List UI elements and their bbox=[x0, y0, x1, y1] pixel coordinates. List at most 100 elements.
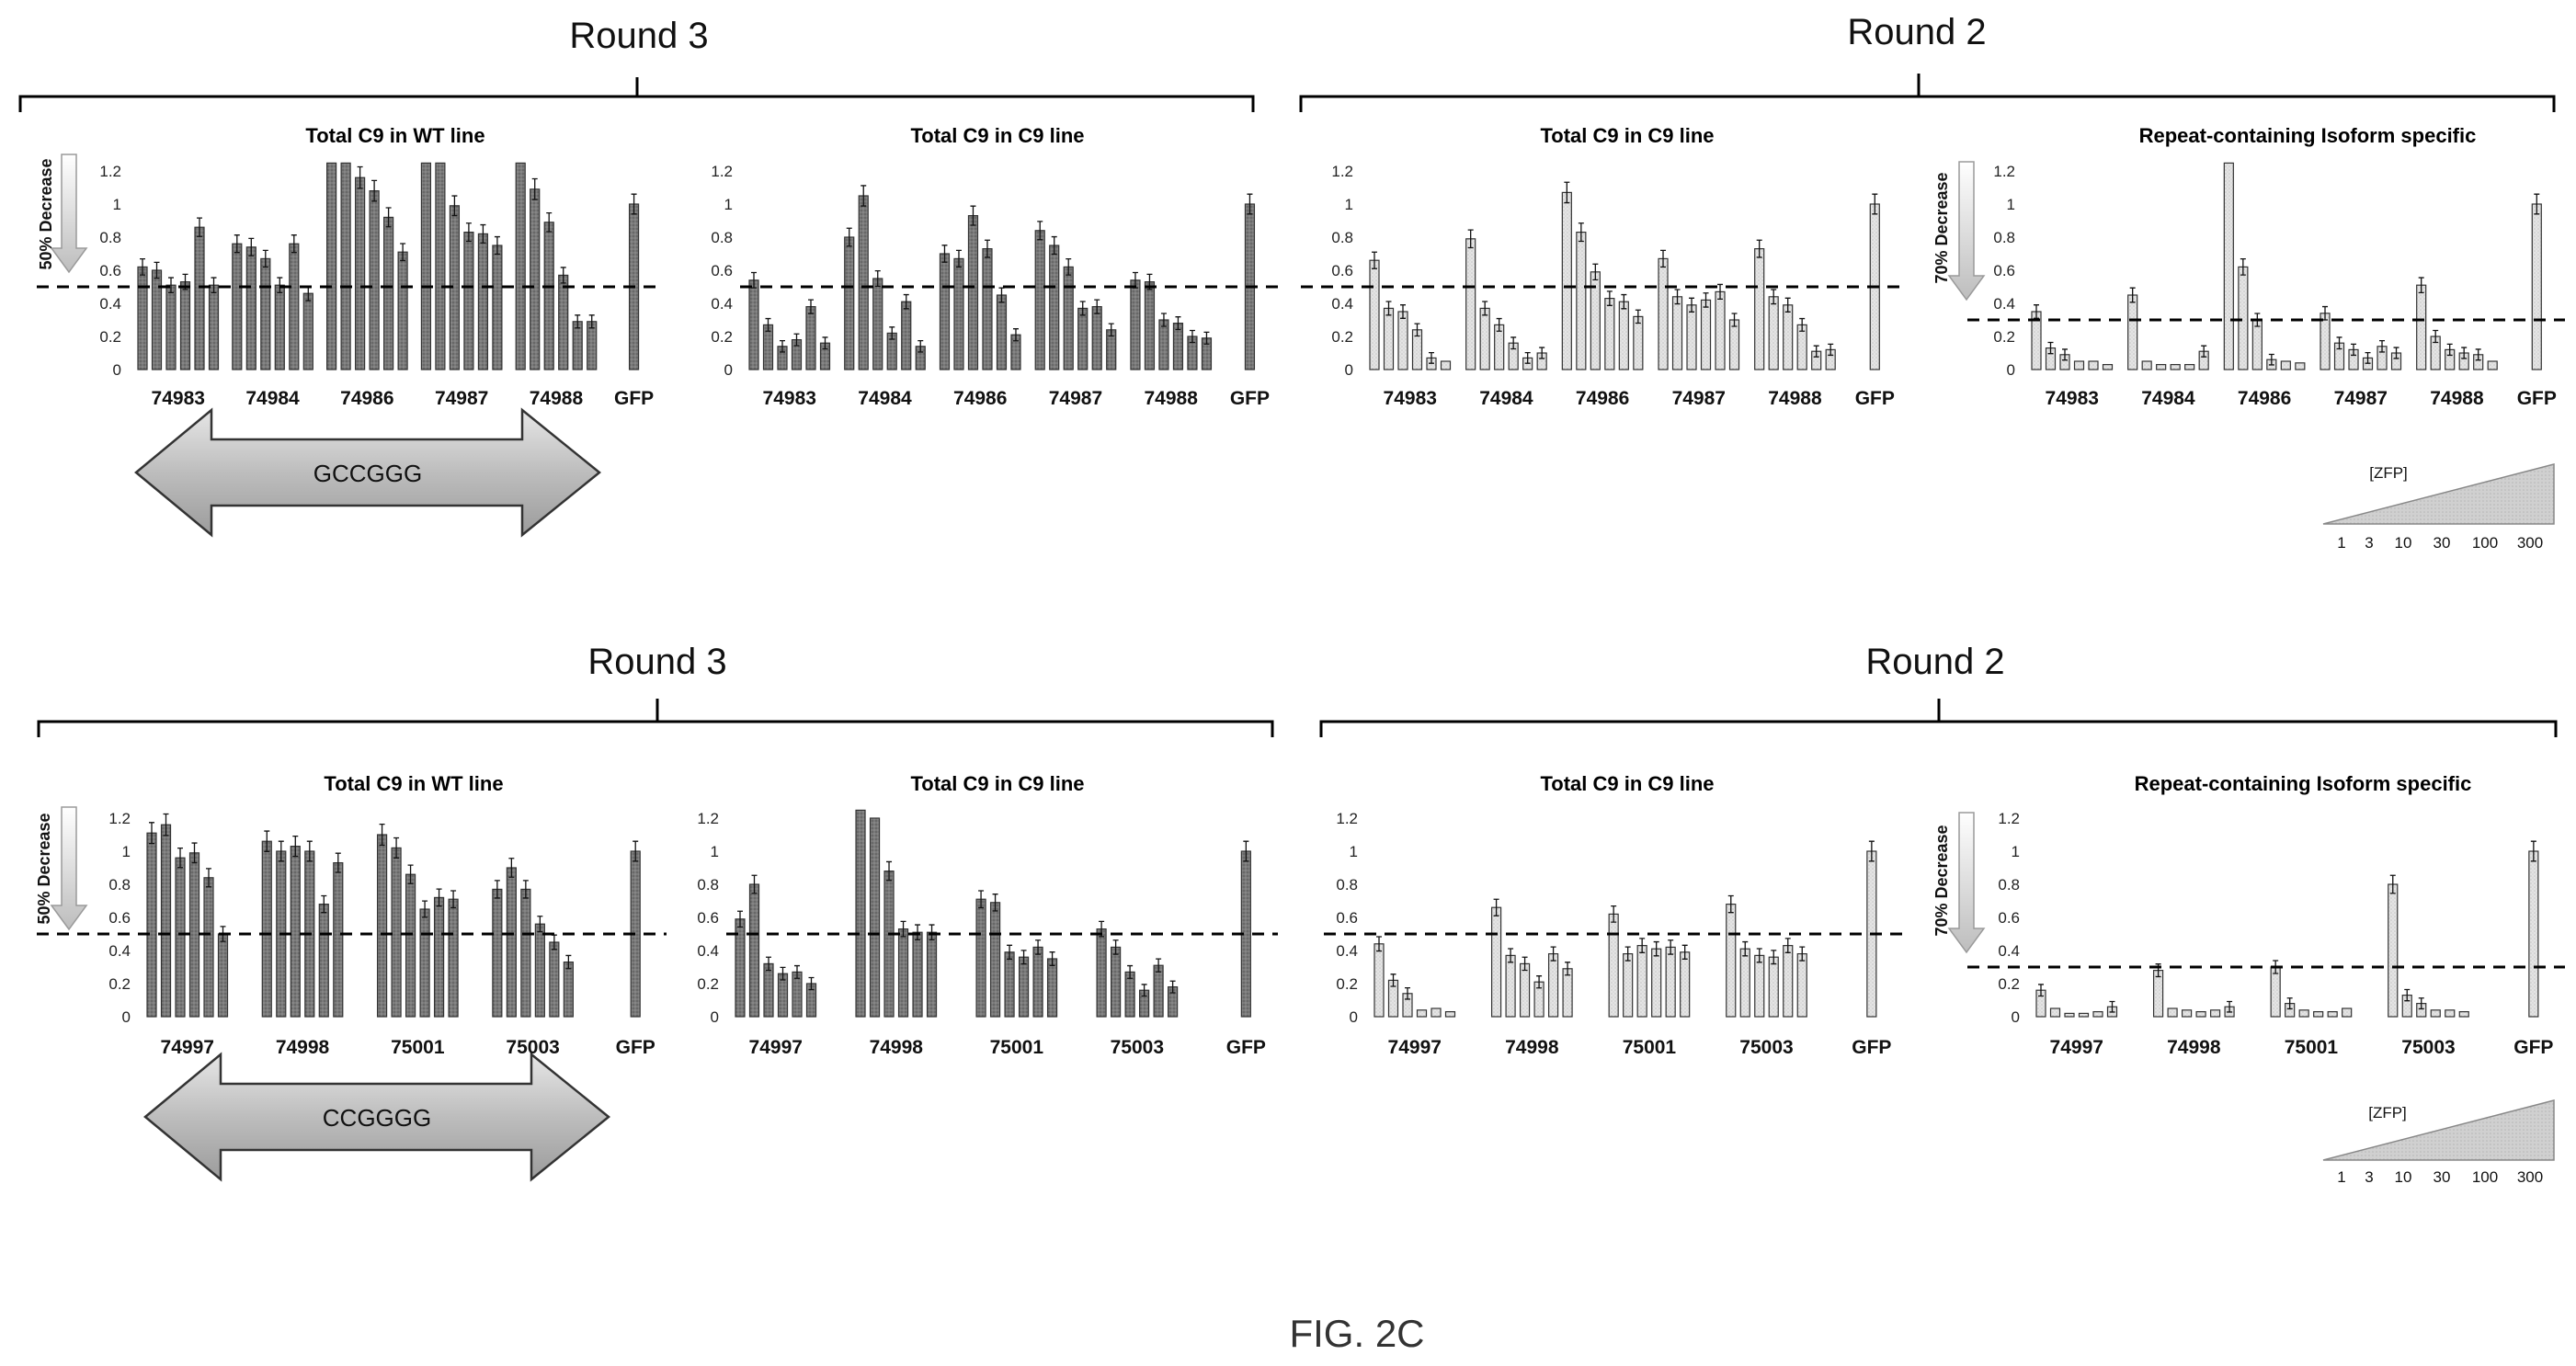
error-bar bbox=[1592, 263, 1599, 281]
chart-panel-7: Total C9 in C9 line 0 0.2 0.4 0.6 0.8 1 1.2 7499… bbox=[1324, 772, 1903, 1058]
error-bar bbox=[168, 277, 174, 294]
zfp-label: [ZFP] bbox=[2368, 1104, 2407, 1121]
error-bar bbox=[2286, 997, 2293, 1010]
zfp-tick: 100 bbox=[2472, 1168, 2498, 1186]
y-tick-label: 0.4 bbox=[1331, 295, 1353, 313]
error-bar bbox=[633, 840, 639, 862]
error-bar bbox=[422, 900, 428, 918]
round-brace-right-row2 bbox=[1319, 699, 2558, 737]
bar bbox=[996, 294, 1008, 370]
error-bar bbox=[1611, 905, 1617, 923]
error-bar bbox=[211, 277, 217, 294]
bar bbox=[1665, 946, 1676, 1018]
category-label: 74983 bbox=[2046, 388, 2099, 409]
bar bbox=[1633, 315, 1644, 370]
error-bar bbox=[575, 314, 581, 329]
y-tick-label: 0 bbox=[1345, 361, 1353, 379]
error-bar bbox=[1606, 290, 1613, 306]
category-label: GFP bbox=[1852, 1037, 1891, 1058]
bar bbox=[2064, 1012, 2075, 1018]
decrease-label-row1-right: 70% Decrease bbox=[1932, 161, 1986, 302]
bar bbox=[1623, 952, 1634, 1018]
bar bbox=[383, 216, 394, 370]
y-tick-label: 0.6 bbox=[711, 262, 733, 279]
category-label: 75003 bbox=[506, 1037, 559, 1058]
y-tick-label: 0.8 bbox=[711, 229, 733, 246]
zfp-tick: 3 bbox=[2365, 534, 2373, 552]
error-bar bbox=[292, 835, 299, 858]
error-bar bbox=[588, 314, 595, 329]
bar bbox=[953, 257, 964, 370]
bar bbox=[1651, 948, 1662, 1018]
category-label: 74986 bbox=[340, 388, 393, 409]
y-tick-label: 0.8 bbox=[1998, 876, 2020, 894]
bar bbox=[2251, 319, 2263, 370]
decrease-label-row1-left: 50% Decrease bbox=[37, 154, 88, 274]
bar bbox=[261, 840, 272, 1018]
bar bbox=[858, 195, 869, 370]
error-bar bbox=[2446, 343, 2453, 357]
bar bbox=[2181, 1009, 2193, 1018]
bar bbox=[1444, 1010, 1456, 1018]
y-tick-label: 1.2 bbox=[1336, 810, 1358, 827]
bar bbox=[448, 898, 459, 1018]
y-tick-label: 0.6 bbox=[1998, 909, 2020, 927]
error-bar bbox=[1639, 938, 1646, 953]
error-bar bbox=[1066, 258, 1072, 276]
bar bbox=[506, 867, 517, 1018]
category-label: 74987 bbox=[435, 388, 488, 409]
bar bbox=[563, 961, 574, 1018]
category-label: 74998 bbox=[870, 1037, 924, 1058]
chart-title: Total C9 in C9 line bbox=[910, 772, 1084, 795]
error-bar bbox=[335, 852, 341, 873]
y-tick-label: 1.2 bbox=[711, 163, 733, 180]
error-bar bbox=[822, 336, 828, 350]
category-label: 74986 bbox=[953, 388, 1007, 409]
error-bar bbox=[2201, 345, 2207, 358]
y-tick-label: 1.2 bbox=[697, 810, 719, 827]
chart-title: Repeat-containing Isoform specific bbox=[2135, 772, 2472, 795]
bar bbox=[1562, 968, 1573, 1018]
category-label: GFP bbox=[1855, 388, 1895, 409]
error-bar bbox=[1112, 939, 1119, 955]
bar bbox=[1728, 319, 1740, 370]
bar bbox=[290, 845, 301, 1018]
error-bar bbox=[2433, 329, 2439, 344]
error-bar bbox=[1390, 973, 1396, 987]
chart-title: Total C9 in WT line bbox=[305, 124, 484, 147]
error-bar bbox=[1156, 958, 1162, 973]
decrease-label-row2-left: 50% Decrease bbox=[35, 806, 88, 931]
bar bbox=[2102, 364, 2114, 370]
bar bbox=[967, 215, 979, 370]
error-bar bbox=[262, 249, 268, 268]
y-tick-label: 0.8 bbox=[1336, 876, 1358, 894]
bar bbox=[1383, 307, 1395, 370]
error-bar bbox=[2379, 339, 2386, 353]
bar bbox=[2127, 294, 2138, 370]
error-bar bbox=[955, 249, 962, 268]
error-bar bbox=[874, 269, 881, 288]
bar bbox=[245, 246, 256, 370]
error-bar bbox=[1243, 840, 1249, 862]
zfp-wedge-row1: [ZFP] 1 3 10 30 100 300 bbox=[2322, 463, 2555, 552]
error-bar bbox=[900, 920, 906, 938]
category-label: 74984 bbox=[2141, 388, 2195, 409]
error-bar bbox=[163, 813, 169, 837]
error-bar bbox=[2109, 1000, 2115, 1013]
error-bar bbox=[631, 193, 637, 215]
zfp-tick: 10 bbox=[2395, 534, 2412, 552]
error-bar bbox=[1007, 944, 1013, 960]
error-bar bbox=[1108, 323, 1114, 337]
error-bar bbox=[2062, 348, 2068, 361]
error-bar bbox=[1376, 936, 1382, 952]
error-bar bbox=[1771, 289, 1777, 305]
y-tick-label: 1.2 bbox=[1331, 163, 1353, 180]
error-bar bbox=[1429, 351, 1434, 364]
error-bar bbox=[2351, 343, 2357, 357]
y-tick-label: 1 bbox=[2007, 196, 2015, 213]
error-bar bbox=[191, 842, 198, 864]
bar bbox=[477, 233, 489, 370]
error-bar bbox=[929, 924, 935, 940]
bar bbox=[1111, 946, 1122, 1018]
error-bar bbox=[808, 976, 815, 991]
